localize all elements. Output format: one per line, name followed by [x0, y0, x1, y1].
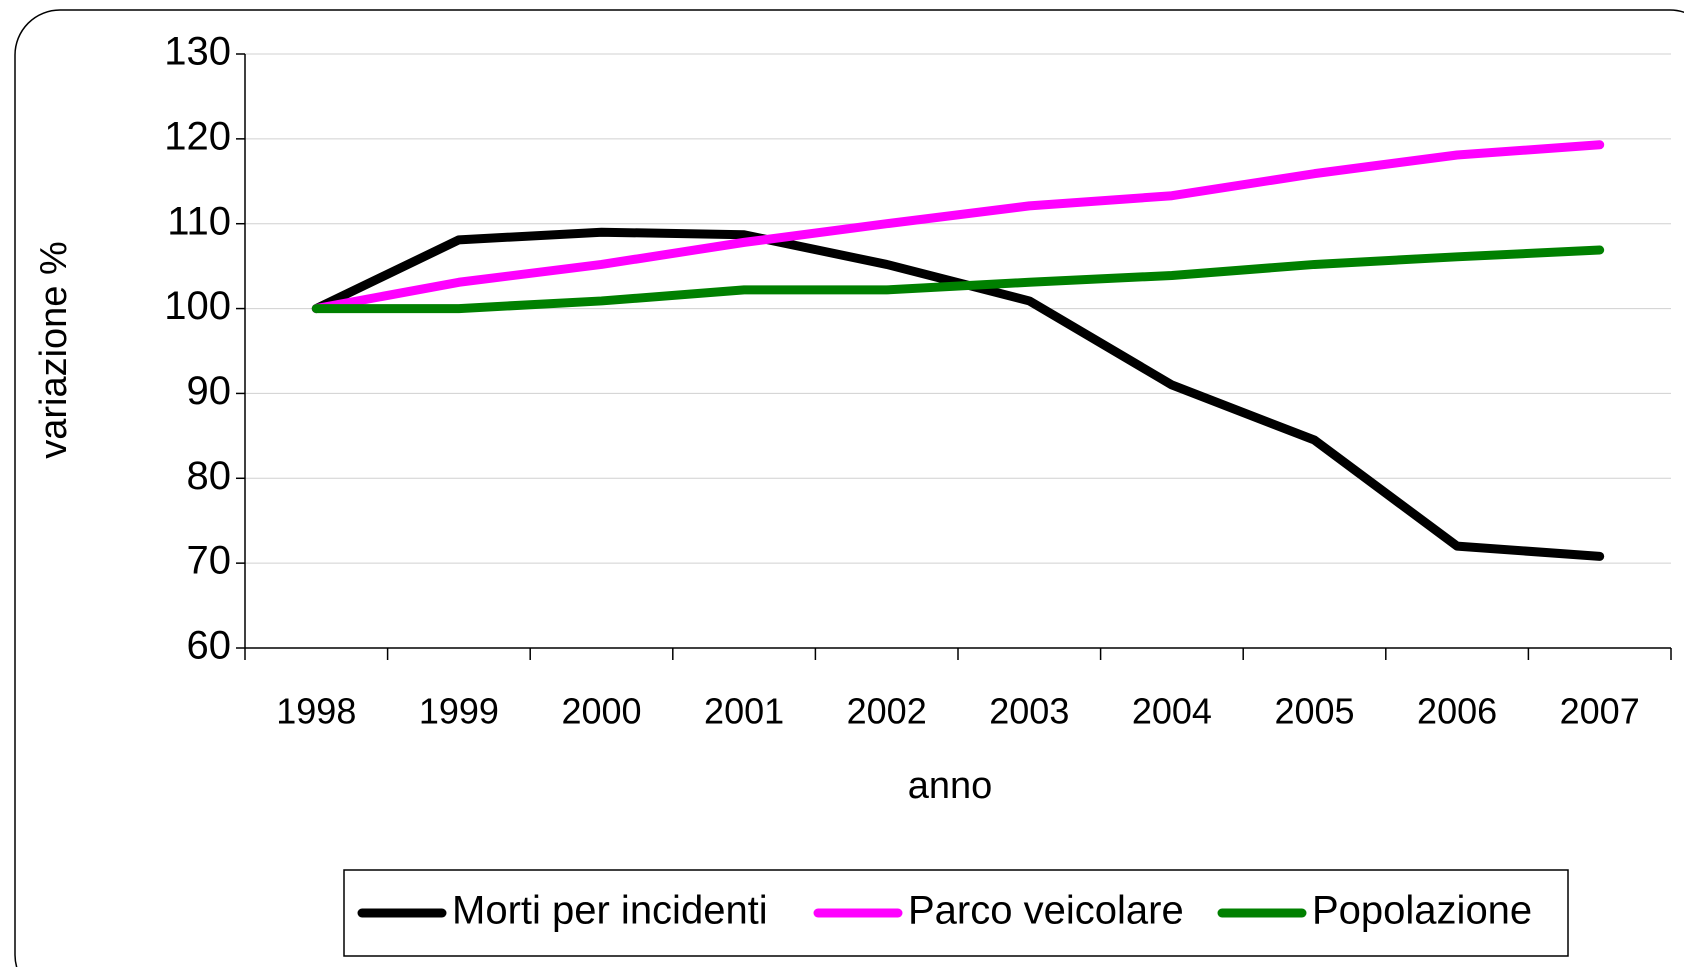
x-tick-label: 2007 — [1560, 691, 1640, 732]
y-tick-label: 80 — [187, 454, 232, 498]
x-tick-label: 2002 — [847, 691, 927, 732]
series-line — [311, 140, 1605, 314]
y-tick-label: 130 — [164, 30, 231, 74]
x-tick-label: 1999 — [419, 691, 499, 732]
x-tick-label: 2005 — [1274, 691, 1354, 732]
x-tick-label: 2004 — [1132, 691, 1212, 732]
x-tick-label: 2003 — [989, 691, 1069, 732]
y-tick-label: 120 — [164, 114, 231, 158]
y-tick-label: 60 — [187, 624, 232, 668]
series-line — [311, 245, 1605, 314]
x-tick-label: 2001 — [704, 691, 784, 732]
legend-label: Morti per incidenti — [452, 889, 768, 933]
x-tick-label: 2000 — [561, 691, 641, 732]
legend-label: Popolazione — [1312, 889, 1532, 933]
y-tick-label: 100 — [164, 284, 231, 328]
x-tick-label: 2006 — [1417, 691, 1497, 732]
x-tick-label: 1998 — [276, 691, 356, 732]
y-axis-label: variazione % — [33, 241, 75, 459]
x-axis-label: anno — [908, 765, 993, 807]
legend-label: Parco veicolare — [908, 889, 1184, 933]
legend-box — [343, 869, 1569, 957]
y-tick-label: 70 — [187, 539, 232, 583]
y-tick-label: 110 — [167, 199, 231, 243]
y-tick-label: 90 — [187, 369, 232, 413]
